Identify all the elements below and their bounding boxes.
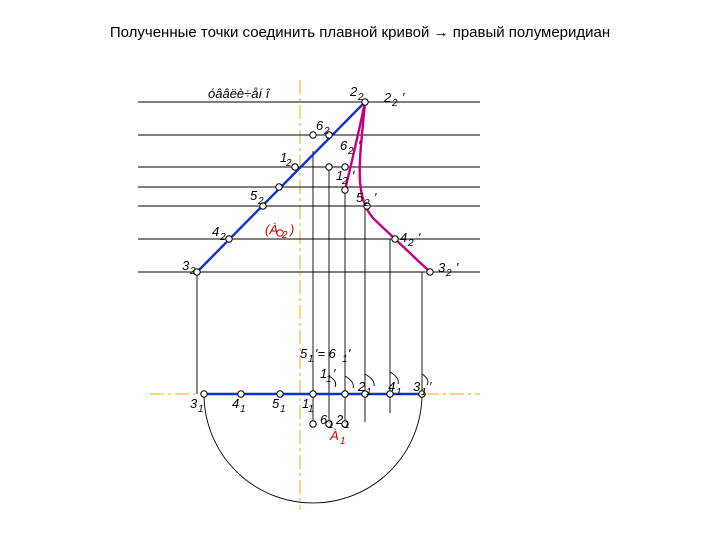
svg-text:3: 3 xyxy=(438,260,446,275)
svg-text:1: 1 xyxy=(198,404,204,415)
svg-text:2: 2 xyxy=(341,176,348,187)
svg-text:′: ′ xyxy=(456,260,459,275)
svg-text:2: 2 xyxy=(349,84,358,99)
svg-text:1: 1 xyxy=(396,387,402,398)
svg-text:1: 1 xyxy=(340,436,346,447)
svg-text:′= 6: ′= 6 xyxy=(315,346,337,361)
svg-text:′: ′ xyxy=(429,379,432,394)
svg-text:3: 3 xyxy=(190,396,198,411)
svg-text:1: 1 xyxy=(421,387,427,398)
svg-text:2: 2 xyxy=(357,379,366,394)
svg-text:4: 4 xyxy=(388,379,395,394)
svg-text:1: 1 xyxy=(308,354,314,365)
svg-text:5: 5 xyxy=(300,346,308,361)
svg-text:4: 4 xyxy=(232,396,239,411)
svg-text:1: 1 xyxy=(240,404,246,415)
svg-text:1: 1 xyxy=(308,404,314,415)
svg-text:2: 2 xyxy=(189,266,196,277)
svg-text:2: 2 xyxy=(357,92,364,103)
svg-text:1: 1 xyxy=(280,404,286,415)
svg-text:óââëè÷åí î: óââëè÷åí î xyxy=(208,86,271,101)
svg-text:6: 6 xyxy=(340,138,348,153)
svg-text:4: 4 xyxy=(212,224,219,239)
svg-text:1: 1 xyxy=(344,420,350,431)
svg-text:6: 6 xyxy=(316,118,324,133)
svg-text:3: 3 xyxy=(413,379,421,394)
svg-text:5: 5 xyxy=(356,190,364,205)
svg-text:′: ′ xyxy=(352,168,355,183)
svg-text:1: 1 xyxy=(366,387,372,398)
svg-text:2: 2 xyxy=(219,232,226,243)
svg-text:3: 3 xyxy=(182,258,190,273)
svg-text:2: 2 xyxy=(347,146,354,157)
svg-text:À: À xyxy=(329,428,339,443)
svg-text:4: 4 xyxy=(400,230,407,245)
svg-text:1: 1 xyxy=(326,374,332,385)
svg-text:(À: (À xyxy=(265,222,278,237)
svg-text:2: 2 xyxy=(363,198,370,209)
svg-text:5: 5 xyxy=(250,188,258,203)
diagram-canvas: óââëè÷åí î2222′6262′1212′5252′42(À2)42′3… xyxy=(0,0,720,540)
svg-text:2: 2 xyxy=(445,268,452,279)
svg-text:′: ′ xyxy=(418,230,421,245)
svg-text:): ) xyxy=(288,222,294,237)
svg-text:2: 2 xyxy=(383,90,392,105)
svg-text:5: 5 xyxy=(272,396,280,411)
svg-text:′: ′ xyxy=(333,366,336,381)
svg-text:2: 2 xyxy=(285,158,292,169)
svg-text:1: 1 xyxy=(342,354,348,365)
svg-text:′: ′ xyxy=(374,190,377,205)
svg-text:2: 2 xyxy=(257,196,264,207)
svg-text:2: 2 xyxy=(391,98,398,109)
svg-text:′: ′ xyxy=(348,346,351,361)
svg-text:2: 2 xyxy=(335,412,344,427)
svg-text:2: 2 xyxy=(407,238,414,249)
svg-text:2: 2 xyxy=(323,126,330,137)
svg-text:2: 2 xyxy=(281,230,288,241)
svg-text:′: ′ xyxy=(402,90,405,105)
svg-text:6: 6 xyxy=(320,412,328,427)
